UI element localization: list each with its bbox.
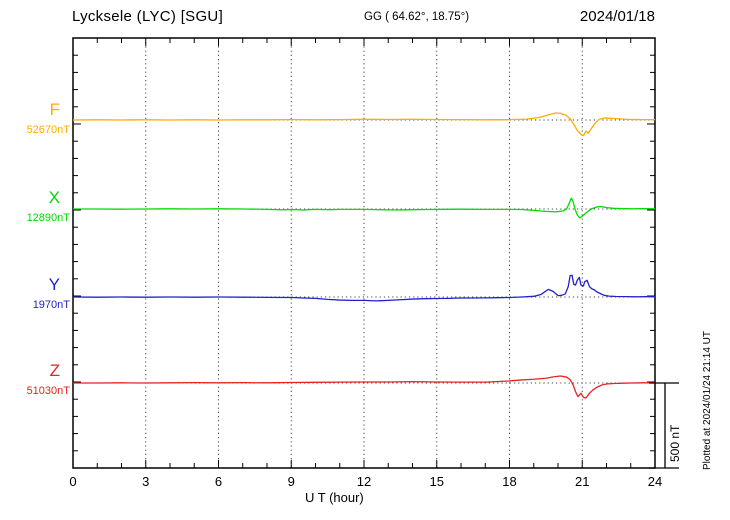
trace-letter-x: X <box>48 188 60 207</box>
trace-letter-y: Y <box>48 275 60 294</box>
x-tick-label-6: 6 <box>214 474 223 489</box>
trace-baseline-z: 51030nT <box>26 385 70 397</box>
trace-z <box>73 375 655 399</box>
x-tick-label-21: 21 <box>575 474 590 489</box>
trace-label-f: F 52670nT <box>0 101 70 136</box>
x-axis-title: U T (hour) <box>305 490 364 505</box>
x-tick-label-15: 15 <box>429 474 444 489</box>
geographic-coordinates: GG ( 64.62°, 18.75°) <box>364 11 470 23</box>
trace-label-x: X 12890nT <box>0 189 70 224</box>
x-tick-label-12: 12 <box>356 474 372 489</box>
x-tick-label-3: 3 <box>142 474 150 489</box>
trace-label-y: Y 1970nT <box>0 276 70 311</box>
scale-bar-label: 500 nT <box>668 424 682 462</box>
trace-baseline-y: 1970nT <box>32 299 70 311</box>
x-axis-tick-labels: 0 3 6 9 12 15 18 21 24 <box>0 474 730 490</box>
trace-label-z: Z 51030nT <box>0 362 70 397</box>
observation-date: 2024/01/18 <box>579 8 655 25</box>
x-tick-label-24: 24 <box>647 474 663 489</box>
x-tick-label-18: 18 <box>502 474 517 489</box>
trace-y <box>72 274 656 302</box>
plotted-at-note: Plotted at 2024/01/24 21:14 UT <box>702 331 713 470</box>
trace-letter-z: Z <box>49 361 60 380</box>
station-title: Lycksele (LYC) [SGU] <box>72 8 224 25</box>
trace-x <box>73 197 656 219</box>
x-tick-label-9: 9 <box>287 474 295 489</box>
trace-baseline-f: 52670nT <box>26 124 70 136</box>
trace-letter-f: F <box>49 100 60 119</box>
trace-f <box>72 112 655 137</box>
x-tick-label-0: 0 <box>69 474 77 489</box>
trace-baseline-x: 12890nT <box>26 212 70 224</box>
